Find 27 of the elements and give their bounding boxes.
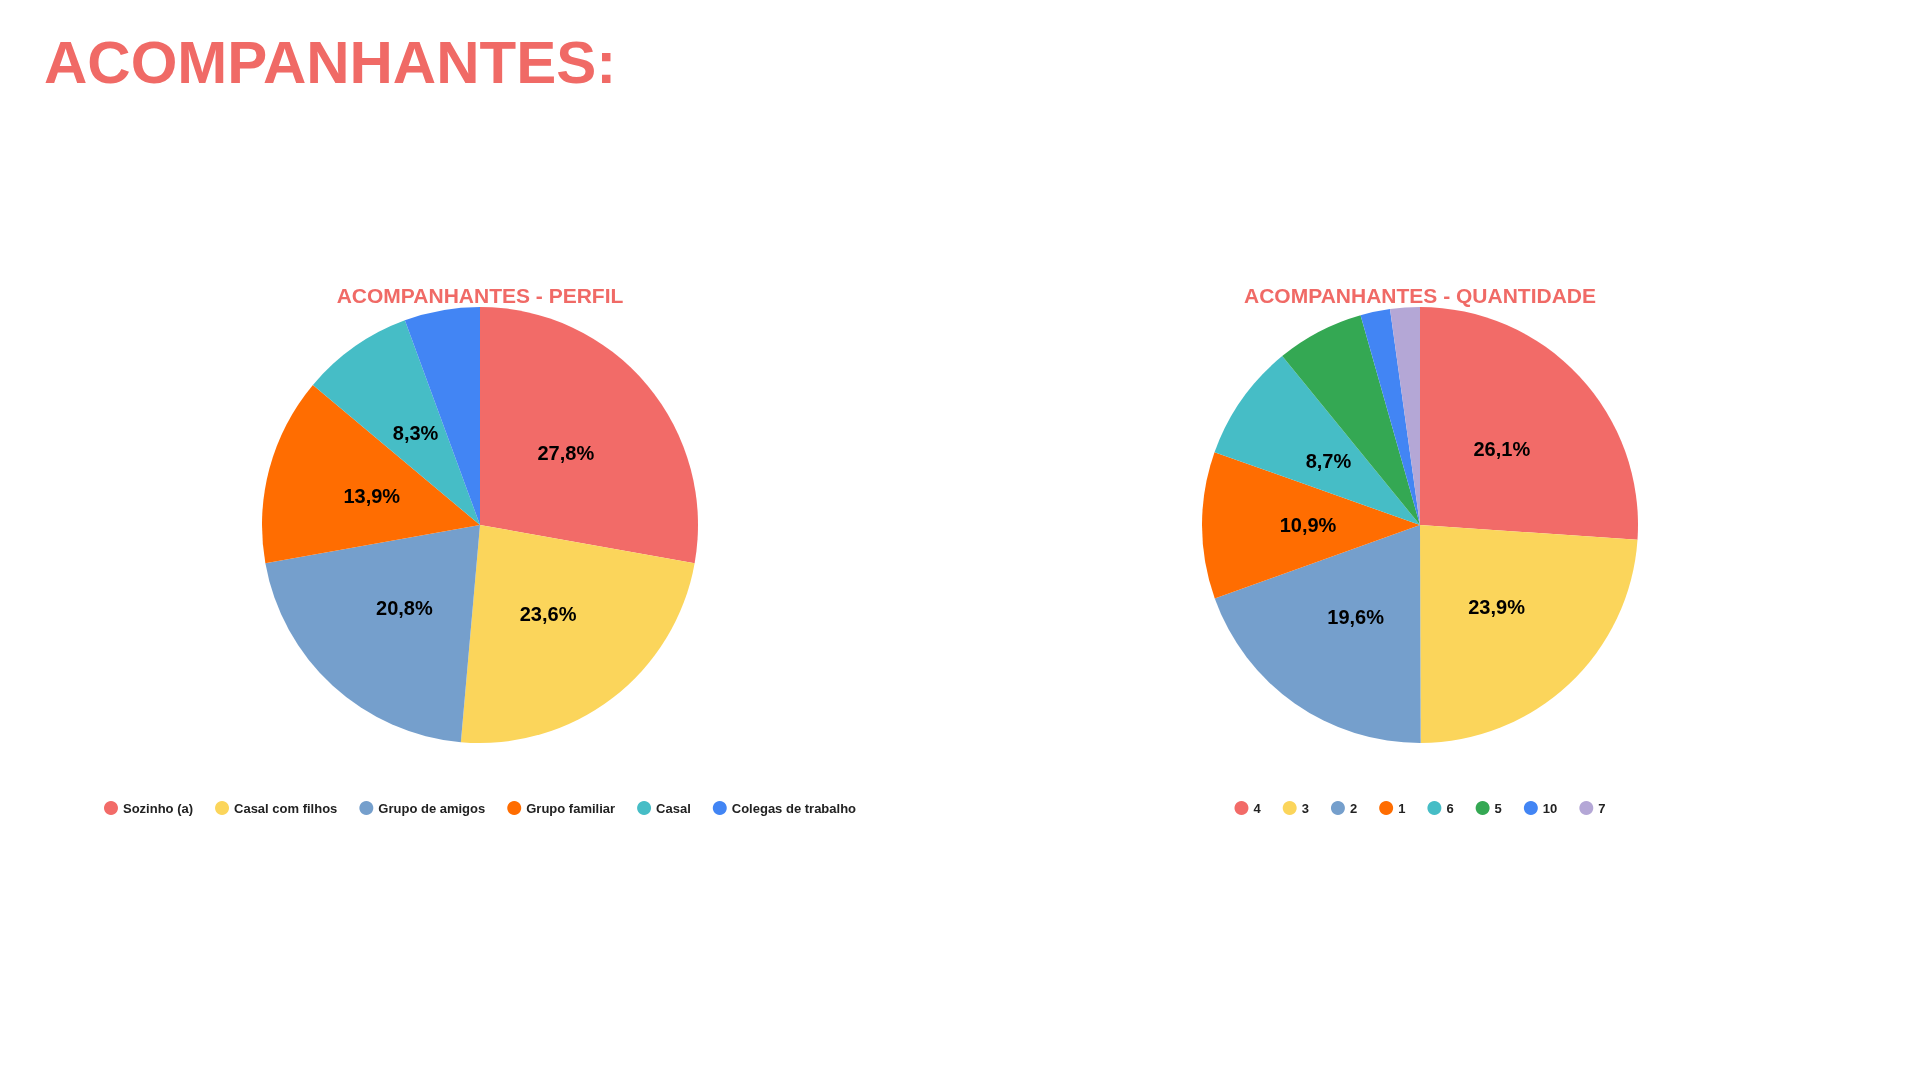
legend-label: Casal com filhos (234, 800, 338, 816)
legend-label: 5 (1494, 800, 1502, 816)
data-label: 19,6% (1327, 605, 1385, 628)
data-label: 23,9% (1468, 595, 1526, 618)
data-label: 13,9% (343, 485, 401, 508)
legend-label: Colegas de trabalho (731, 800, 857, 816)
legend-label: 4 (1253, 800, 1262, 816)
legend-label: 10 (1542, 800, 1558, 816)
chart-title: ACOMPANHANTES - PERFIL (336, 284, 624, 307)
data-label: 23,6% (519, 602, 577, 625)
legend-label: 3 (1301, 800, 1309, 816)
legend-label: Grupo de amigos (378, 800, 486, 816)
legend-label: Sozinho (a) (122, 800, 194, 816)
data-label: 26,1% (1473, 437, 1531, 460)
legend-label: 6 (1446, 800, 1454, 816)
legend-label: Grupo familiar (526, 800, 616, 816)
chart-title: ACOMPANHANTES - QUANTIDADE (1244, 284, 1596, 307)
legend-label: 1 (1398, 800, 1406, 816)
data-label: 27,8% (537, 442, 595, 465)
data-label: 20,8% (376, 596, 433, 619)
data-label: 10,9% (1279, 514, 1337, 537)
text: ACOMPANHANTES: (44, 28, 617, 97)
legend-label: 2 (1349, 800, 1358, 816)
legend-label: Casal (656, 800, 691, 816)
data-label: 8,3% (392, 422, 439, 445)
data-label: 8,7% (1305, 449, 1352, 472)
legend-label: 7 (1598, 800, 1606, 816)
